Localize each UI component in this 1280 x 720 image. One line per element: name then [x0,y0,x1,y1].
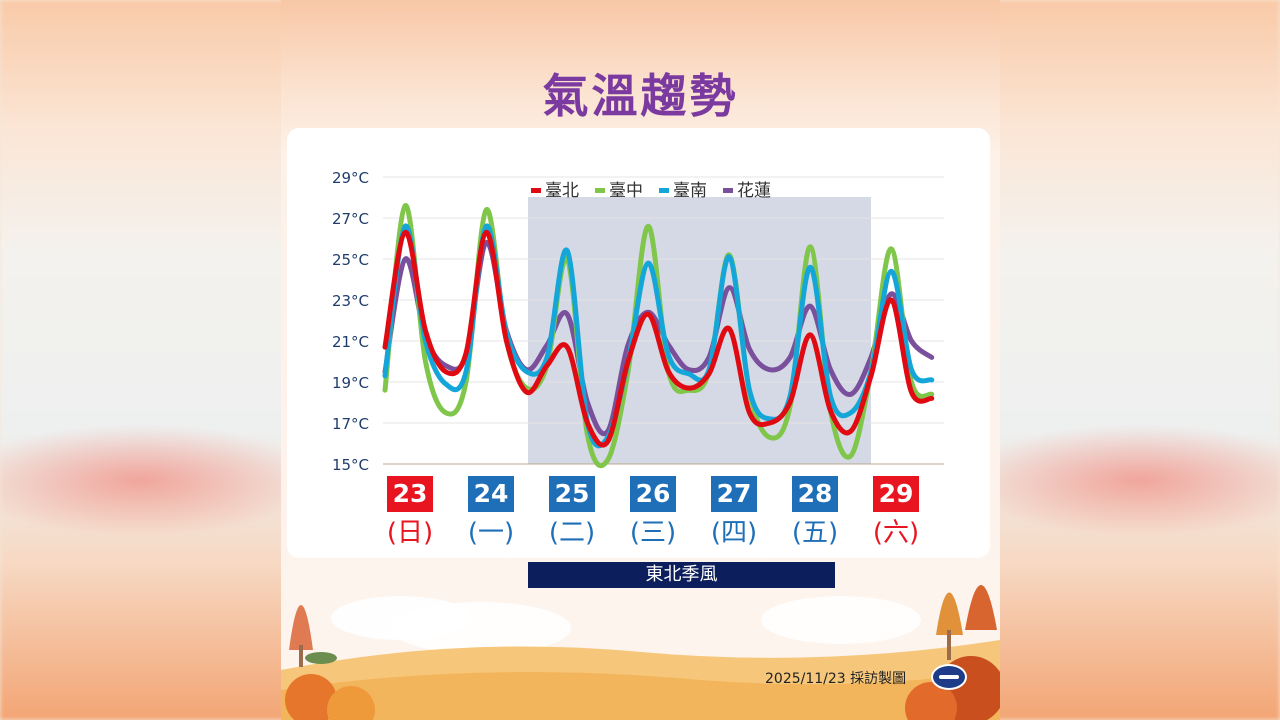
weekday-label: (四) [710,518,758,548]
date-label: 25 [549,476,595,512]
weekday-label: (日) [386,518,434,548]
date-label: 24 [468,476,514,512]
y-tick-label: 21°C [332,333,369,351]
monsoon-label: 東北季風 [528,562,835,588]
autumn-illustration [281,585,1000,720]
y-tick-label: 29°C [332,169,369,187]
series-line-1 [382,229,935,448]
weekday-label: (一) [467,518,515,548]
y-tick-label: 23°C [332,292,369,310]
y-tick-label: 15°C [332,456,369,474]
legend-label: 花蓮 [737,181,771,201]
legend-swatch [659,188,669,193]
temperature-chart: 15°C 17°C 19°C 21°C 23°C 25°C 27°C 29°C 臺北 臺中 臺南 花蓮 [332,169,944,474]
weekday-label: (五) [791,518,839,548]
legend-label: 臺北 [545,181,579,201]
credit-text: 2025/11/23 採訪製圖 [765,671,907,687]
date-label: 28 [792,476,838,512]
page-title: 氣溫趨勢 [542,69,739,123]
legend-swatch [531,188,541,193]
date-label: 23 [387,476,433,512]
date-label: 26 [630,476,676,512]
cwa-logo-icon [931,664,967,690]
legend-label: 臺南 [673,181,707,201]
legend-swatch [595,188,605,193]
weekday-label: (六) [872,518,920,548]
poster: 氣溫趨勢 15°C 17°C 19°C 21°C 23°C 25°C 27°C 29°C 臺北 臺… [281,0,1000,720]
legend-label: 臺中 [609,181,643,201]
legend-swatch [723,188,733,193]
date-label: 29 [873,476,919,512]
y-tick-label: 17°C [332,415,369,433]
date-label: 27 [711,476,757,512]
y-tick-label: 27°C [332,210,369,228]
y-tick-label: 19°C [332,374,369,392]
weekday-label: (二) [548,518,596,548]
weekday-label: (三) [629,518,677,548]
y-tick-label: 25°C [332,251,369,269]
